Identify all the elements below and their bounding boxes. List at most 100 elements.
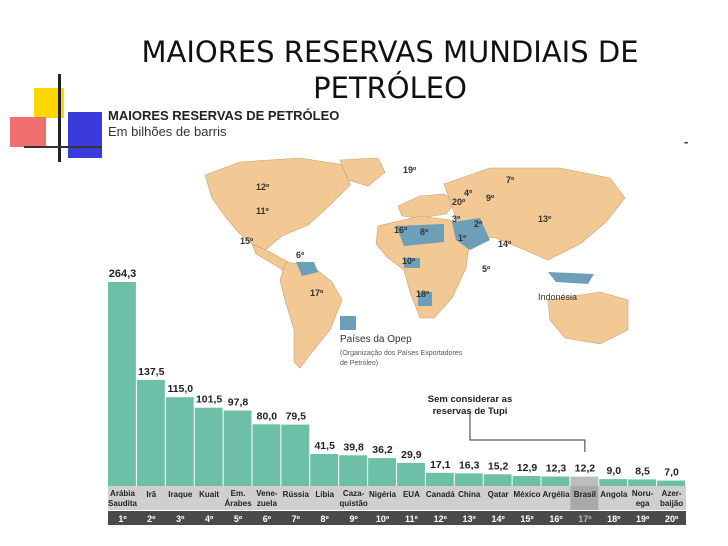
rank-label: 12º — [434, 514, 448, 524]
legend-note: (Organização dos Países Exportadores — [340, 350, 463, 357]
map-rank-label: 6º — [296, 250, 305, 260]
rank-label: 11º — [405, 514, 419, 524]
bar-value-label: 29,9 — [401, 449, 422, 461]
rank-label: 7º — [292, 514, 301, 524]
bar-value-label: 17,1 — [430, 459, 451, 471]
rank-label: 5º — [234, 514, 243, 524]
rank-label: 4º — [205, 514, 214, 524]
category-label: Noru- — [632, 489, 654, 498]
bar — [541, 476, 570, 486]
category-label: ega — [636, 499, 650, 508]
map-south-america — [279, 261, 343, 369]
decor-blue-block — [68, 112, 102, 158]
category-label: EUA — [403, 490, 420, 499]
map-rank-label: 2º — [474, 219, 483, 229]
map-rank-label: 10º — [402, 256, 416, 266]
bar-value-label: 7,0 — [664, 467, 679, 479]
annotation-text: reservas de Tupi — [433, 406, 508, 417]
decor-horizontal-line — [24, 146, 102, 148]
bar-value-label: 41,5 — [314, 440, 335, 452]
rank-label: 16º — [549, 514, 563, 524]
map-rank-label: 17º — [310, 288, 324, 298]
category-label: Rússia — [283, 490, 310, 499]
map-opec-indonesia — [548, 272, 594, 284]
decor-red-block — [10, 117, 46, 147]
bar-value-label: 79,5 — [286, 411, 307, 423]
bar — [165, 397, 194, 486]
category-label: Caza- — [343, 489, 365, 498]
category-label: Líbia — [315, 490, 334, 499]
category-label: Arábia — [110, 489, 135, 498]
annotation-bracket — [469, 412, 586, 452]
bar — [194, 407, 223, 486]
bar — [483, 474, 512, 486]
legend-note: de Petróleo) — [340, 360, 378, 367]
category-label: Angola — [600, 490, 628, 499]
rank-label: 20º — [665, 514, 679, 524]
bar — [599, 479, 628, 486]
map-opec-middle-east — [452, 218, 490, 250]
category-label: Kuait — [199, 490, 219, 499]
figure-subtitle: Em bilhões de barris — [108, 124, 227, 139]
bar-value-label: 264,3 — [109, 268, 137, 280]
rank-label: 8º — [321, 514, 330, 524]
rank-label: 10º — [376, 514, 390, 524]
category-label: China — [458, 490, 481, 499]
rank-label: 1º — [118, 514, 127, 524]
bar-value-label: 12,9 — [517, 462, 538, 474]
map-opec-angola — [418, 292, 432, 306]
bar — [425, 472, 454, 486]
bar — [136, 379, 165, 486]
bar-value-label: 39,8 — [343, 441, 364, 453]
map-rank-label: 13º — [538, 214, 552, 224]
annotation-text: Sem considerar as — [428, 394, 513, 405]
rank-label: 13º — [463, 514, 477, 524]
legend-title: Países da Opep — [340, 334, 412, 345]
bar — [339, 455, 368, 486]
bar — [108, 282, 136, 486]
rank-label: 17º — [578, 514, 592, 524]
slide-title: MAIORES RESERVAS MUNDIAIS DE PETRÓLEO — [141, 35, 639, 105]
category-label: Árabes — [224, 499, 252, 508]
category-label: baijão — [660, 499, 683, 508]
bar — [570, 476, 599, 486]
category-label: Azer- — [662, 489, 682, 498]
map-europe — [397, 193, 457, 219]
category-highlight — [570, 486, 599, 510]
bar-value-label: 36,2 — [372, 444, 393, 456]
map-greenland — [339, 157, 386, 187]
rank-label: 2º — [147, 514, 156, 524]
world-map — [204, 157, 629, 369]
map-rank-label: 11º — [256, 206, 270, 216]
map-north-america — [204, 157, 351, 251]
bar-value-label: 8,5 — [635, 465, 650, 477]
rank-label: 15º — [520, 514, 534, 524]
decor-vertical-line — [58, 74, 61, 162]
bar — [281, 424, 310, 486]
rank-band — [108, 511, 686, 525]
figure-dash: - — [684, 134, 689, 149]
category-label: Nigéria — [369, 490, 397, 499]
map-rank-label: 8º — [420, 227, 429, 237]
map-rank-label: 12º — [256, 182, 270, 192]
map-opec-nigeria — [404, 258, 420, 268]
map-rank-label: 20º — [452, 197, 466, 207]
map-rank-label: 7º — [506, 175, 515, 185]
category-label: Em. — [231, 489, 246, 498]
category-label: Saudita — [108, 499, 137, 508]
map-rank-label: 14º — [498, 239, 512, 249]
map-africa — [375, 215, 471, 319]
category-label: Qatar — [488, 490, 509, 499]
map-rank-label: 15º — [240, 236, 254, 246]
category-label: quistão — [339, 499, 368, 508]
bar — [512, 476, 541, 486]
category-label: Iraque — [168, 490, 193, 499]
category-label: Vene- — [256, 489, 278, 498]
rank-label: 19º — [636, 514, 650, 524]
map-rank-label: 18º — [416, 289, 430, 299]
rank-label: 14º — [491, 514, 505, 524]
map-rank-label: 1º — [458, 233, 467, 243]
map-opec-north-africa — [396, 224, 444, 246]
